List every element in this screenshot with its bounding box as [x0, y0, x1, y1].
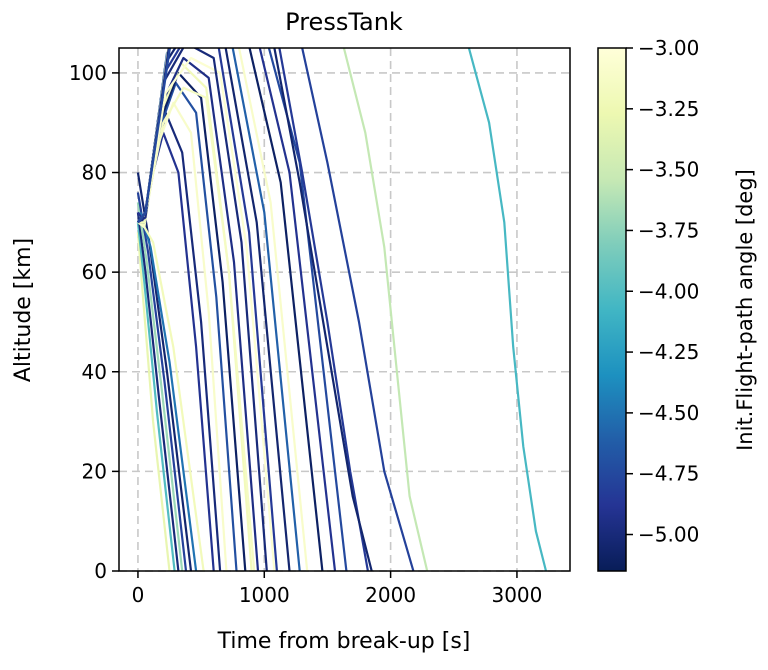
colorbar-tick-label-1: −3.25	[638, 97, 699, 121]
colorbar-tick-label-2: −3.50	[638, 158, 699, 182]
trajectory-line-14	[137, 56, 260, 571]
trajectory-line-3	[136, 202, 184, 571]
x-tick-label-2: 2000	[365, 583, 416, 607]
colorbar	[597, 47, 627, 572]
trajectory-line-0	[136, 232, 171, 571]
colorbar-tick-label-5: −4.25	[638, 340, 699, 364]
y-tick-label-1: 20	[82, 459, 107, 483]
y-tick-label-4: 80	[82, 161, 107, 185]
colorbar-tick-label-6: −4.50	[638, 401, 699, 425]
colorbar-tick-label-7: −4.75	[638, 462, 699, 486]
trajectory-line-10	[137, 101, 228, 571]
x-axis: 0 1000 2000 3000	[132, 571, 542, 607]
x-tick-label-0: 0	[132, 583, 145, 607]
colorbar-tick-label-4: −4.00	[638, 279, 699, 303]
colorbar-tick-label-8: −5.00	[638, 523, 699, 547]
y-tick-label-5: 100	[69, 61, 107, 85]
y-tick-label-0: 0	[94, 559, 107, 583]
trajectory-line-27	[273, 48, 373, 571]
chart-title: PressTank	[285, 8, 403, 36]
trajectory-line-28	[342, 48, 429, 571]
x-tick-label-1: 1000	[239, 583, 290, 607]
y-tick-label-2: 40	[82, 360, 107, 384]
y-axis-label: Altitude [km]	[11, 238, 36, 382]
plot-frame	[118, 47, 571, 572]
colorbar-tick-label-0: −3.00	[638, 36, 699, 60]
trajectory-line-2	[136, 212, 180, 571]
x-tick-label-3: 3000	[491, 583, 542, 607]
trajectory-line-7	[140, 221, 205, 571]
trajectory-line-1	[136, 222, 176, 571]
series-layer	[136, 48, 548, 571]
trajectory-line-26	[301, 48, 415, 571]
trajectory-line-29	[467, 48, 548, 571]
colorbar-label: Init.Flight-path angle [deg]	[733, 169, 757, 451]
trajectory-line-5	[136, 172, 193, 571]
y-axis: 0 20 40 60 80 100	[69, 61, 119, 583]
colorbar-ticks: −3.00 −3.25 −3.50 −3.75 −4.00 −4.25 −4.50 −4.75…	[626, 36, 699, 547]
trajectory-line-25	[278, 48, 369, 571]
x-axis-label: Time from break-up [s]	[217, 629, 471, 654]
colorbar-tick-label-3: −3.75	[638, 218, 699, 242]
y-tick-label-3: 60	[82, 260, 107, 284]
